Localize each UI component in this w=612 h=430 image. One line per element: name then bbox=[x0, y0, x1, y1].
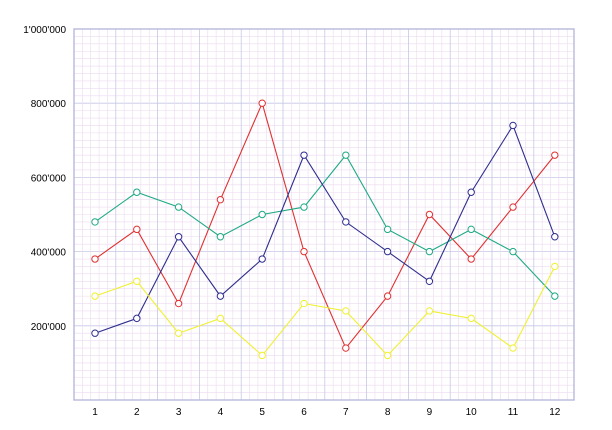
x-tick-label: 1 bbox=[92, 407, 98, 418]
data-point bbox=[258, 255, 266, 263]
data-point bbox=[383, 225, 392, 234]
data-point bbox=[300, 299, 308, 308]
x-axis-ticks: 1 2 3 4 5 6 7 8 9 10 11 12 bbox=[92, 407, 561, 418]
series-3 bbox=[91, 121, 559, 337]
data-point bbox=[509, 121, 517, 130]
series-4 bbox=[91, 262, 559, 360]
data-point bbox=[133, 225, 141, 234]
data-point bbox=[300, 247, 308, 256]
x-tick-label: 11 bbox=[508, 407, 519, 418]
data-point bbox=[91, 292, 99, 300]
data-point bbox=[551, 262, 559, 271]
series-1 bbox=[91, 99, 559, 352]
data-point bbox=[383, 351, 392, 360]
data-point bbox=[258, 210, 266, 219]
data-point bbox=[509, 247, 517, 256]
series-line bbox=[94, 124, 556, 334]
data-point bbox=[551, 292, 559, 300]
data-point bbox=[216, 233, 225, 241]
data-point bbox=[133, 314, 141, 323]
grid bbox=[74, 29, 574, 400]
series-line bbox=[94, 101, 556, 350]
y-tick-label: 400'000 bbox=[31, 248, 67, 259]
x-tick-label: 3 bbox=[176, 407, 182, 418]
series-2 bbox=[91, 151, 559, 300]
x-tick-label: 12 bbox=[549, 407, 561, 418]
x-tick-label: 9 bbox=[427, 407, 433, 418]
data-point bbox=[467, 225, 475, 234]
data-point bbox=[300, 151, 308, 159]
data-point bbox=[216, 195, 225, 204]
data-point bbox=[133, 277, 141, 285]
data-point bbox=[216, 292, 225, 300]
data-point bbox=[91, 255, 99, 263]
data-point bbox=[174, 299, 183, 308]
data-point bbox=[425, 247, 434, 256]
series-line bbox=[94, 154, 556, 297]
data-point bbox=[342, 218, 350, 226]
x-tick-label: 2 bbox=[134, 407, 140, 418]
data-point bbox=[509, 344, 517, 352]
series-group bbox=[91, 99, 559, 360]
data-point bbox=[258, 351, 266, 360]
data-point bbox=[383, 292, 392, 300]
data-point bbox=[216, 314, 225, 323]
y-tick-label: 800'000 bbox=[31, 99, 67, 110]
x-tick-label: 4 bbox=[218, 407, 224, 418]
data-point bbox=[551, 233, 559, 241]
plot-frame bbox=[73, 28, 575, 401]
y-axis-ticks: 200'000 400'000 600'000 800'000 1'000'000 bbox=[23, 25, 66, 333]
data-point bbox=[467, 314, 475, 323]
data-point bbox=[425, 277, 434, 285]
data-point bbox=[342, 151, 350, 159]
data-point bbox=[467, 188, 475, 196]
data-point bbox=[425, 210, 434, 219]
x-tick-label: 10 bbox=[466, 407, 478, 418]
data-point bbox=[133, 188, 141, 196]
data-point bbox=[174, 203, 183, 211]
y-tick-label: 600'000 bbox=[31, 173, 67, 184]
data-point bbox=[174, 329, 183, 337]
x-tick-label: 6 bbox=[301, 407, 307, 418]
data-point bbox=[467, 255, 475, 263]
x-tick-label: 7 bbox=[343, 407, 349, 418]
x-tick-label: 8 bbox=[385, 407, 391, 418]
data-point bbox=[383, 247, 392, 256]
series-line bbox=[94, 266, 556, 357]
data-point bbox=[91, 218, 99, 226]
x-tick-label: 5 bbox=[259, 407, 265, 418]
y-tick-label: 1'000'000 bbox=[23, 25, 66, 36]
data-point bbox=[509, 203, 517, 211]
data-point bbox=[342, 307, 350, 315]
y-tick-label: 200'000 bbox=[31, 322, 67, 333]
data-point bbox=[342, 344, 350, 352]
data-point bbox=[551, 151, 559, 159]
data-point bbox=[258, 99, 266, 107]
data-point bbox=[91, 329, 99, 337]
data-point bbox=[425, 307, 434, 315]
data-point bbox=[174, 233, 183, 241]
data-point bbox=[300, 203, 308, 211]
